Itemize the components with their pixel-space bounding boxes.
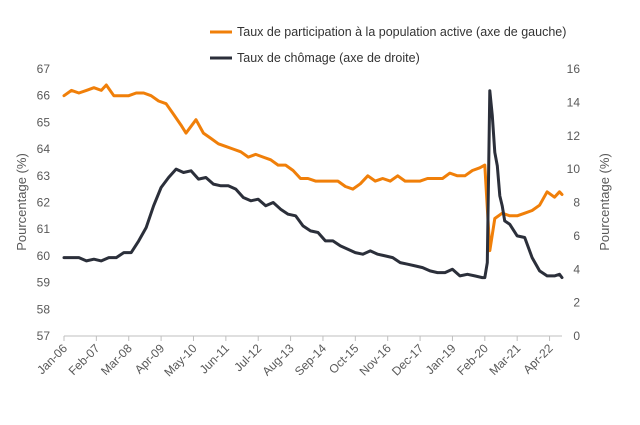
x-tick-label: Oct-15 [326, 341, 362, 377]
y-left-tick-label: 65 [37, 115, 51, 129]
legend: Taux de participation à la population ac… [210, 25, 566, 65]
x-tick-label: Jan-19 [423, 341, 459, 377]
y-right-tick-label: 0 [573, 329, 580, 343]
y-right-tick-label: 8 [573, 196, 580, 210]
y-left-tick-label: 59 [37, 276, 51, 290]
y-left-tick-label: 66 [37, 89, 51, 103]
x-tick-label: Feb-20 [454, 341, 491, 378]
x-tick-label: Mar-08 [98, 341, 135, 378]
y-left-tick-label: 58 [37, 302, 51, 316]
y-left-tick-label: 57 [37, 329, 51, 343]
x-tick-label: Apr-22 [520, 341, 556, 377]
x-tick-label: Mar-21 [487, 341, 524, 378]
series-layer [62, 83, 564, 280]
y-right-axis-title: Pourcentage (%) [597, 153, 612, 251]
y-right-tick-label: 4 [573, 262, 580, 276]
y-right-tick-label: 12 [567, 129, 581, 143]
x-tick-label: Nov-16 [357, 341, 394, 378]
y-left-tick-label: 60 [37, 249, 51, 263]
legend-unemployment-label: Taux de chômage (axe de droite) [237, 51, 420, 65]
y-right-tick-label: 10 [567, 162, 581, 176]
y-left-tick-label: 63 [37, 169, 51, 183]
x-tick-label: Jun-11 [197, 341, 232, 376]
y-right-tick-label: 6 [573, 229, 580, 243]
y-left-tick-label: 64 [37, 142, 51, 156]
axes: 57 58 59 60 61 62 63 64 65 66 67 0 2 4 6 8 10 12 14 16 Jan-0… [34, 62, 580, 379]
y-right-tick-label: 14 [567, 95, 581, 109]
y-left-tick-label: 67 [37, 62, 51, 76]
x-tick-label: Jan-06 [34, 341, 70, 377]
unemployment-rate-line [62, 89, 564, 280]
y-left-tick-label: 62 [37, 196, 51, 210]
y-right-tick-label: 16 [567, 62, 581, 76]
legend-participation-label: Taux de participation à la population ac… [237, 25, 566, 39]
x-tick-label: Aug-13 [259, 341, 296, 378]
x-tick-label: Feb-07 [66, 341, 103, 378]
y-left-tick-label: 61 [37, 222, 51, 236]
x-tick-label: Dec-17 [389, 341, 426, 378]
x-tick-label: May-10 [161, 341, 199, 379]
y-left-axis-title: Pourcentage (%) [14, 153, 29, 251]
x-tick-label: Sep-14 [292, 341, 329, 378]
y-right-tick-label: 2 [573, 296, 580, 310]
